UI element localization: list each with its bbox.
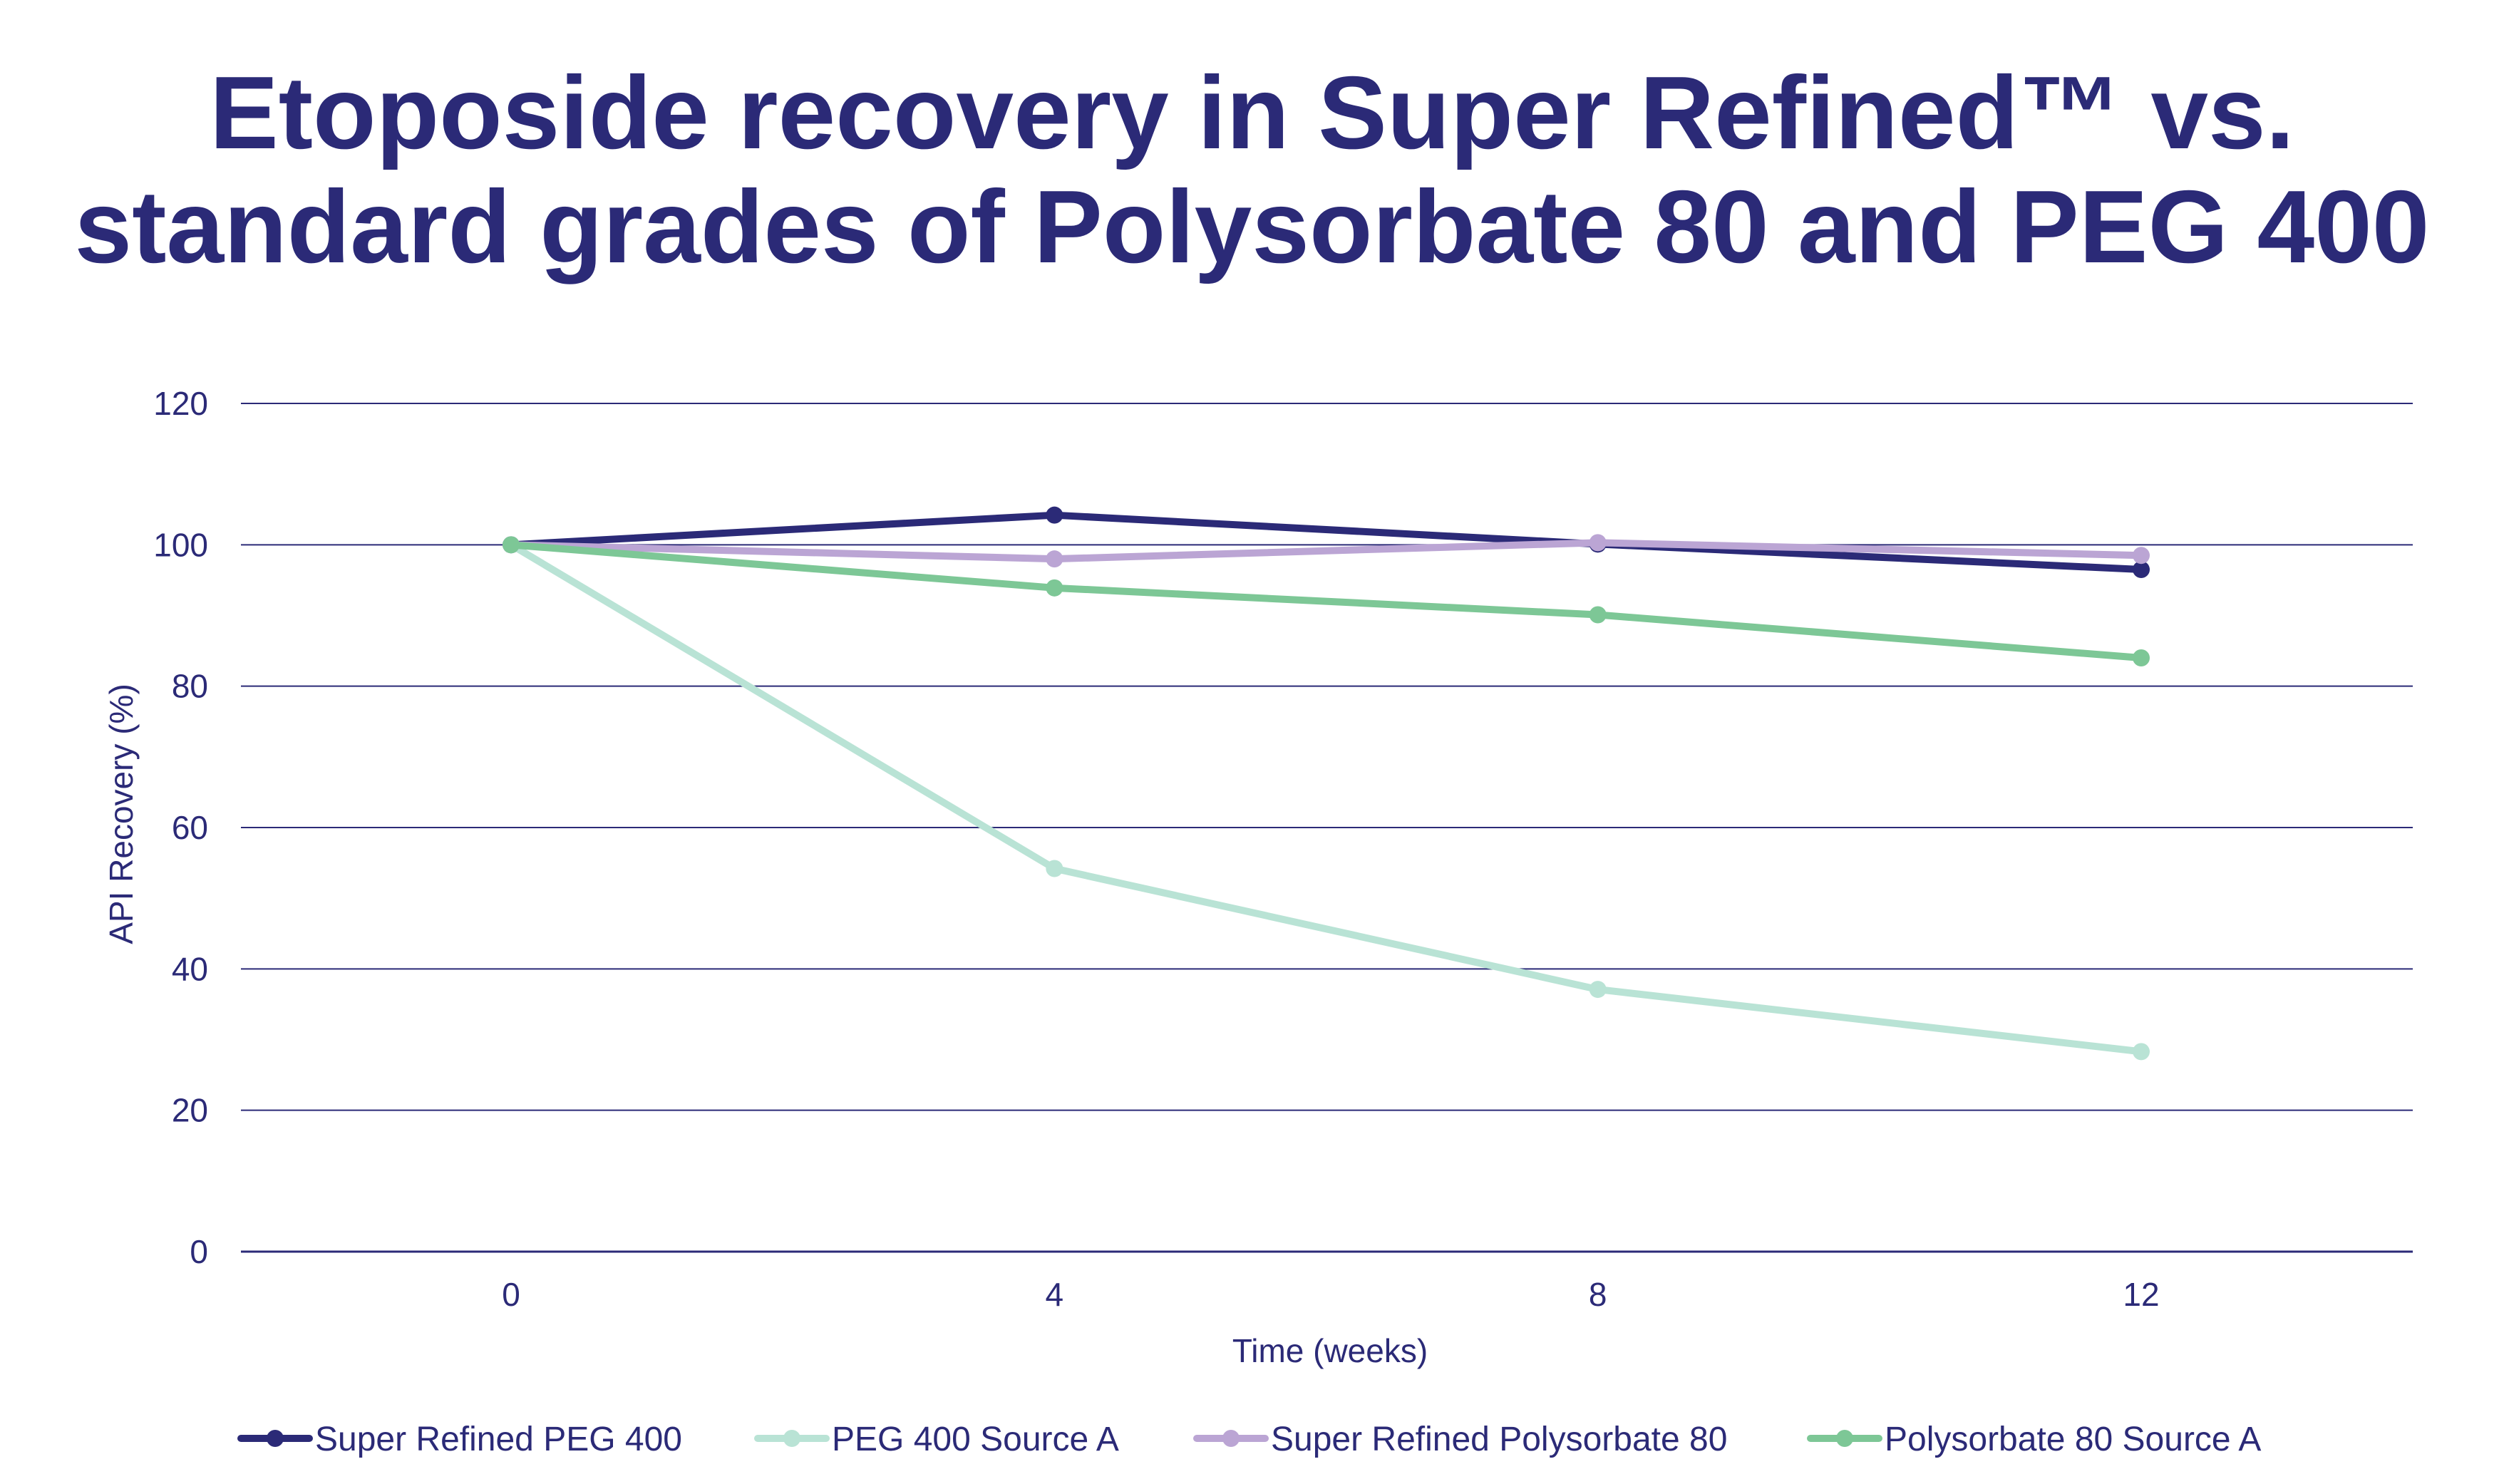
x-axis-title: Time (weeks): [1232, 1332, 1428, 1369]
legend-label: Polysorbate 80 Source A: [1885, 1421, 2261, 1458]
series-line: [508, 541, 2145, 661]
data-point: [1046, 550, 1063, 568]
y-tick-label: 60: [172, 809, 208, 846]
x-tick-label: 4: [1046, 1276, 1064, 1313]
data-point: [1046, 860, 1063, 877]
data-point: [1046, 506, 1063, 524]
y-tick-label: 0: [190, 1233, 208, 1270]
legend-swatch-marker: [267, 1430, 284, 1447]
data-point: [1046, 579, 1063, 597]
data-point: [1589, 534, 1607, 552]
legend-item: Polysorbate 80 Source A: [1807, 1421, 2261, 1458]
legend-item: Super Refined Polysorbate 80: [1193, 1421, 1727, 1458]
y-axis-title: API Recovery (%): [103, 684, 140, 944]
data-point: [2133, 547, 2150, 565]
data-point: [1589, 606, 1607, 624]
chart-title: Etoposide recovery in Super Refined™ vs.…: [0, 56, 2504, 284]
legend-label: Super Refined PEG 400: [315, 1421, 682, 1458]
legend: Super Refined PEG 400 PEG 400 Source A Sup…: [237, 1421, 2261, 1458]
series-line: [508, 541, 2145, 1056]
legend-item: Super Refined PEG 400: [237, 1421, 682, 1458]
legend-label: Super Refined Polysorbate 80: [1271, 1421, 1727, 1458]
y-axis-ticks: 0 20 40 60 80 100 120: [153, 385, 208, 1270]
x-tick-label: 8: [1589, 1276, 1607, 1313]
chart-title-line-1: Etoposide recovery in Super Refined™ vs.: [210, 55, 2294, 170]
series-line: [508, 511, 2145, 574]
series-peg-400-source-a: [503, 536, 2150, 1061]
series-polysorbate-80-source-a: [503, 536, 2150, 666]
y-tick-label: 100: [153, 526, 208, 563]
series-line: [508, 539, 2145, 563]
x-axis-ticks: 0 4 8 12: [502, 1276, 2159, 1313]
chart-title-line-2: standard grades of Polysorbate 80 and PE…: [74, 169, 2430, 284]
legend-swatch-marker: [1836, 1430, 1853, 1447]
y-tick-label: 40: [172, 950, 208, 987]
y-tick-label: 80: [172, 668, 208, 705]
legend-swatch-marker: [783, 1430, 800, 1447]
data-point: [2133, 649, 2150, 666]
data-point: [1589, 981, 1607, 999]
x-tick-label: 12: [2123, 1276, 2159, 1313]
series-layer: [503, 506, 2150, 1061]
y-tick-label: 120: [153, 385, 208, 422]
series-super-refined-peg-400: [503, 506, 2150, 579]
legend-swatch-marker: [1222, 1430, 1240, 1447]
y-tick-label: 20: [172, 1092, 208, 1129]
legend-label: PEG 400 Source A: [832, 1421, 1119, 1458]
x-tick-label: 0: [502, 1276, 520, 1313]
data-point: [2133, 561, 2150, 579]
data-point: [503, 536, 520, 554]
data-point: [2133, 1043, 2150, 1061]
legend-item: PEG 400 Source A: [754, 1421, 1119, 1458]
